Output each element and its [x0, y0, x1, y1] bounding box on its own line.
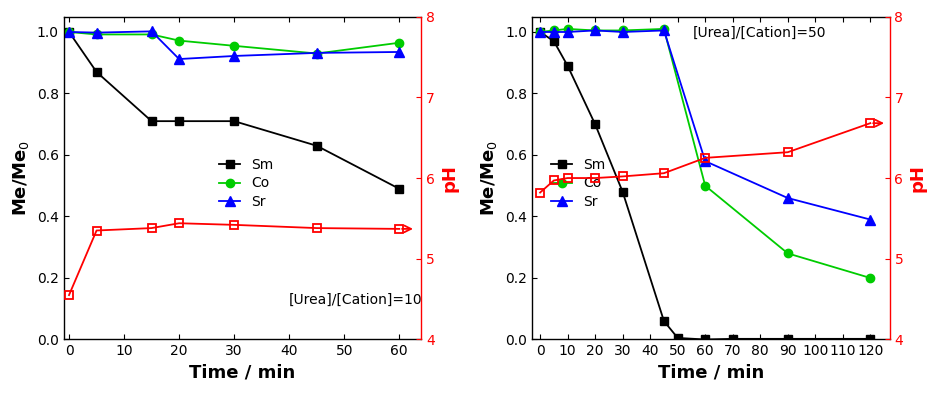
Legend: Sm, Co, Sr: Sm, Co, Sr: [214, 153, 279, 214]
Text: [Urea]/[Cation]=50: [Urea]/[Cation]=50: [693, 26, 826, 40]
Y-axis label: Me/Me$_0$: Me/Me$_0$: [479, 140, 499, 216]
X-axis label: Time / min: Time / min: [189, 364, 295, 382]
Y-axis label: pH: pH: [441, 164, 459, 192]
Legend: Sm, Co, Sr: Sm, Co, Sr: [546, 153, 612, 214]
Text: [Urea]/[Cation]=10: [Urea]/[Cation]=10: [289, 293, 422, 307]
X-axis label: Time / min: Time / min: [658, 364, 764, 382]
Y-axis label: Me/Me$_0$: Me/Me$_0$: [11, 140, 31, 216]
Y-axis label: pH: pH: [909, 164, 927, 192]
